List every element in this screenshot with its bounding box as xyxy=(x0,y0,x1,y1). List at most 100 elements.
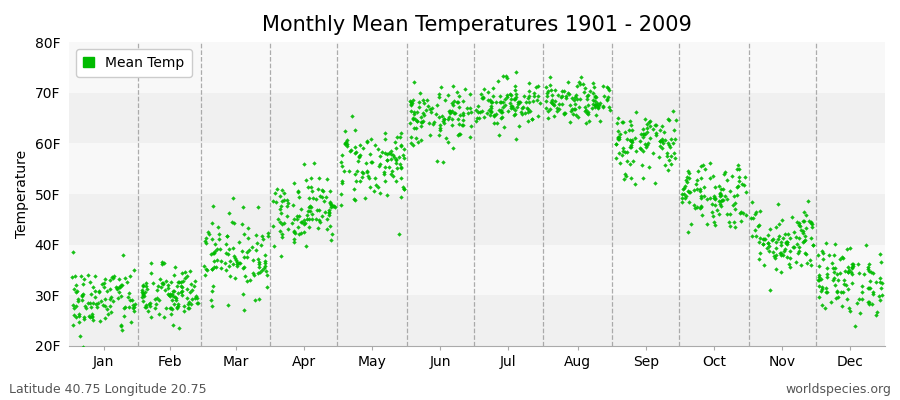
Point xyxy=(692,205,706,212)
Point xyxy=(752,250,767,256)
Point xyxy=(127,304,141,310)
Point xyxy=(819,288,833,295)
Point xyxy=(798,233,813,240)
Point xyxy=(687,201,701,208)
Point xyxy=(842,286,856,292)
Point xyxy=(546,101,561,107)
Point xyxy=(580,110,594,116)
Point xyxy=(72,312,86,319)
Point xyxy=(440,139,454,145)
Point xyxy=(305,195,320,202)
Point xyxy=(320,176,335,182)
Point xyxy=(355,174,369,180)
Point xyxy=(239,249,254,256)
Point xyxy=(339,141,354,147)
Point xyxy=(230,261,244,267)
Point xyxy=(527,90,542,96)
Point xyxy=(541,108,555,114)
Point xyxy=(562,118,577,125)
Point xyxy=(347,127,362,133)
Point xyxy=(274,210,288,217)
Point xyxy=(633,145,647,151)
Point xyxy=(351,158,365,164)
Point xyxy=(660,153,674,160)
Point xyxy=(382,150,397,156)
Point xyxy=(654,138,669,144)
Point xyxy=(708,194,723,201)
Point xyxy=(229,257,243,263)
Point xyxy=(720,196,734,202)
Point xyxy=(360,168,374,174)
Point xyxy=(787,229,801,236)
Point xyxy=(402,120,417,126)
Point xyxy=(153,276,167,282)
Point xyxy=(239,254,254,260)
Point xyxy=(637,116,652,122)
Point xyxy=(514,109,528,115)
Point xyxy=(806,242,821,248)
Point xyxy=(640,121,654,127)
Point xyxy=(135,291,149,297)
Bar xyxy=(69,194,885,245)
Point xyxy=(707,222,722,228)
Point xyxy=(529,97,544,103)
Point xyxy=(174,289,188,295)
Point xyxy=(860,285,875,291)
Point xyxy=(840,296,854,302)
Point xyxy=(519,104,534,111)
Point xyxy=(453,112,467,118)
Point xyxy=(566,111,580,117)
Point xyxy=(527,93,542,99)
Point xyxy=(294,218,309,225)
Point xyxy=(434,83,448,90)
Point xyxy=(798,212,813,218)
Point xyxy=(752,239,767,245)
Point xyxy=(199,265,213,272)
Point xyxy=(139,280,153,286)
Point xyxy=(705,201,719,207)
Point xyxy=(615,152,629,158)
Point xyxy=(654,145,669,151)
Point xyxy=(495,104,509,110)
Point xyxy=(734,218,748,224)
Point xyxy=(302,195,317,202)
Point xyxy=(84,304,98,311)
Point xyxy=(446,83,461,90)
Point xyxy=(815,284,830,290)
Point xyxy=(765,249,779,255)
Point xyxy=(158,314,172,320)
Point xyxy=(212,246,227,252)
Point xyxy=(256,264,271,271)
Point xyxy=(568,106,582,112)
Point xyxy=(774,239,788,246)
Point xyxy=(500,75,514,82)
Point xyxy=(164,305,178,311)
Point xyxy=(766,236,780,242)
Point xyxy=(791,248,806,254)
Point xyxy=(653,143,668,150)
Point xyxy=(539,90,554,96)
Point xyxy=(432,132,446,138)
Point xyxy=(176,307,191,314)
Point xyxy=(136,282,150,288)
Point xyxy=(762,287,777,293)
Point xyxy=(197,262,211,269)
Point xyxy=(508,91,523,97)
Point xyxy=(512,98,526,105)
Point xyxy=(159,305,174,311)
Point xyxy=(726,202,741,208)
Point xyxy=(404,99,419,106)
Point xyxy=(373,163,387,169)
Point xyxy=(297,217,311,223)
Point xyxy=(559,93,573,99)
Point xyxy=(777,248,791,254)
Point xyxy=(662,117,677,123)
Point xyxy=(733,210,747,216)
Point xyxy=(652,127,667,133)
Point xyxy=(846,263,860,270)
Point xyxy=(477,86,491,92)
Point xyxy=(794,262,808,268)
Point xyxy=(163,290,177,297)
Point xyxy=(563,108,578,115)
Point xyxy=(675,194,689,201)
